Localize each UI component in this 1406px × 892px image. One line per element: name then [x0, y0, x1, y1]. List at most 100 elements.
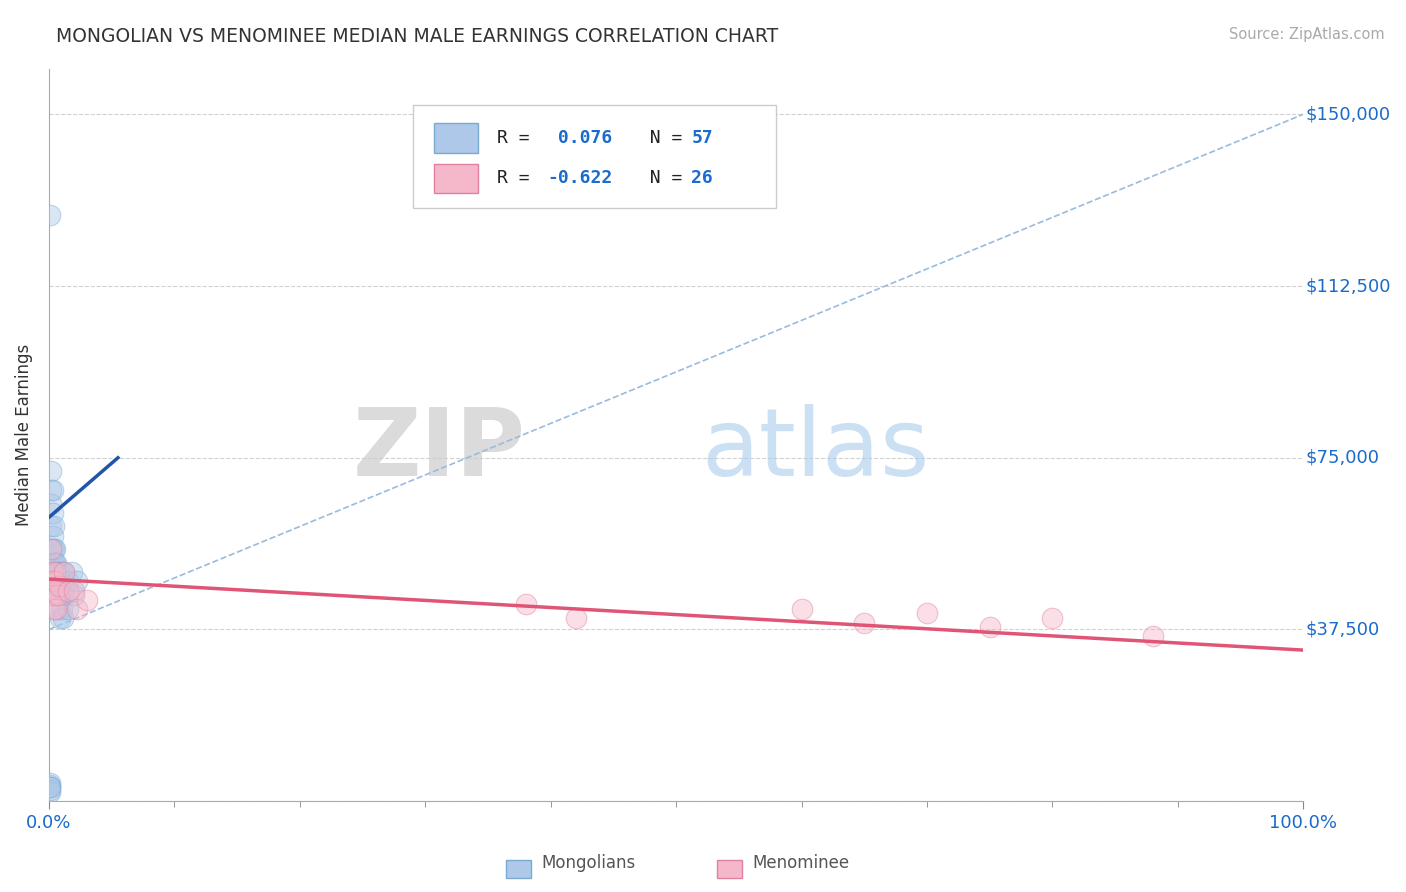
Point	[39, 780, 62, 795]
Point	[915, 607, 938, 621]
Point	[853, 615, 876, 630]
Point	[48, 566, 70, 580]
Point	[515, 597, 537, 611]
Point	[42, 483, 65, 497]
Point	[41, 588, 63, 602]
Point	[44, 556, 66, 570]
Point	[44, 574, 66, 589]
Point	[56, 574, 79, 589]
Text: $37,500: $37,500	[1306, 621, 1381, 639]
Point	[39, 208, 62, 222]
Text: atlas: atlas	[702, 403, 929, 496]
Point	[41, 519, 63, 533]
Point	[65, 574, 87, 589]
Text: 57: 57	[692, 129, 713, 147]
Text: $150,000: $150,000	[1306, 105, 1391, 123]
Point	[41, 483, 63, 497]
Point	[45, 556, 67, 570]
Point	[42, 566, 65, 580]
Point	[44, 574, 66, 589]
Text: $75,000: $75,000	[1306, 449, 1379, 467]
Point	[42, 574, 65, 589]
Text: ZIP: ZIP	[353, 403, 526, 496]
Point	[46, 574, 69, 589]
Point	[39, 574, 62, 589]
Bar	[434, 123, 478, 153]
Text: R =: R =	[496, 129, 540, 147]
Point	[790, 602, 813, 616]
Point	[42, 556, 65, 570]
Point	[42, 574, 65, 589]
Point	[42, 602, 65, 616]
Bar	[434, 164, 478, 193]
Point	[42, 506, 65, 520]
Point	[49, 611, 72, 625]
Point	[48, 579, 70, 593]
Point	[39, 782, 62, 797]
Point	[39, 778, 62, 792]
Point	[63, 583, 86, 598]
Point	[41, 542, 63, 557]
Point	[42, 556, 65, 570]
Point	[1142, 629, 1164, 643]
Text: 26: 26	[692, 169, 713, 187]
Point	[53, 566, 76, 580]
Point	[44, 566, 66, 580]
Text: Mongolians: Mongolians	[541, 855, 636, 872]
Point	[53, 566, 76, 580]
Point	[42, 566, 65, 580]
Text: MONGOLIAN VS MENOMINEE MEDIAN MALE EARNINGS CORRELATION CHART: MONGOLIAN VS MENOMINEE MEDIAN MALE EARNI…	[56, 27, 779, 45]
Point	[1042, 611, 1064, 625]
Point	[41, 465, 63, 479]
Point	[53, 588, 76, 602]
Point	[41, 542, 63, 557]
Text: $112,500: $112,500	[1306, 277, 1392, 295]
Point	[42, 528, 65, 542]
Point	[51, 602, 73, 616]
Point	[39, 566, 62, 580]
Point	[41, 497, 63, 511]
Point	[39, 780, 62, 795]
Point	[44, 588, 66, 602]
Text: 0.076: 0.076	[547, 129, 612, 147]
Point	[45, 588, 67, 602]
Point	[42, 519, 65, 533]
Point	[51, 566, 73, 580]
Point	[46, 588, 69, 602]
Point	[42, 542, 65, 557]
Text: Menominee: Menominee	[752, 855, 849, 872]
Point	[46, 588, 69, 602]
Point	[51, 574, 73, 589]
Text: N =: N =	[628, 129, 693, 147]
Point	[52, 611, 75, 625]
Point	[39, 556, 62, 570]
Point	[52, 588, 75, 602]
Point	[42, 574, 65, 589]
Point	[45, 602, 67, 616]
Point	[39, 574, 62, 589]
Text: -0.622: -0.622	[547, 169, 612, 187]
Point	[42, 588, 65, 602]
Point	[42, 542, 65, 557]
Point	[44, 542, 66, 557]
Point	[45, 574, 67, 589]
FancyBboxPatch shape	[413, 105, 776, 208]
Point	[39, 780, 62, 794]
Point	[63, 588, 86, 602]
Point	[979, 620, 1001, 634]
Y-axis label: Median Male Earnings: Median Male Earnings	[15, 343, 32, 526]
Point	[44, 588, 66, 602]
Point	[39, 785, 62, 799]
Point	[41, 566, 63, 580]
Text: N =: N =	[628, 169, 693, 187]
Point	[49, 588, 72, 602]
Point	[565, 611, 588, 625]
Point	[44, 566, 66, 580]
Point	[65, 602, 87, 616]
Point	[46, 566, 69, 580]
Point	[48, 574, 70, 589]
Point	[39, 776, 62, 790]
Point	[56, 583, 79, 598]
Point	[56, 602, 79, 616]
Text: Source: ZipAtlas.com: Source: ZipAtlas.com	[1229, 27, 1385, 42]
